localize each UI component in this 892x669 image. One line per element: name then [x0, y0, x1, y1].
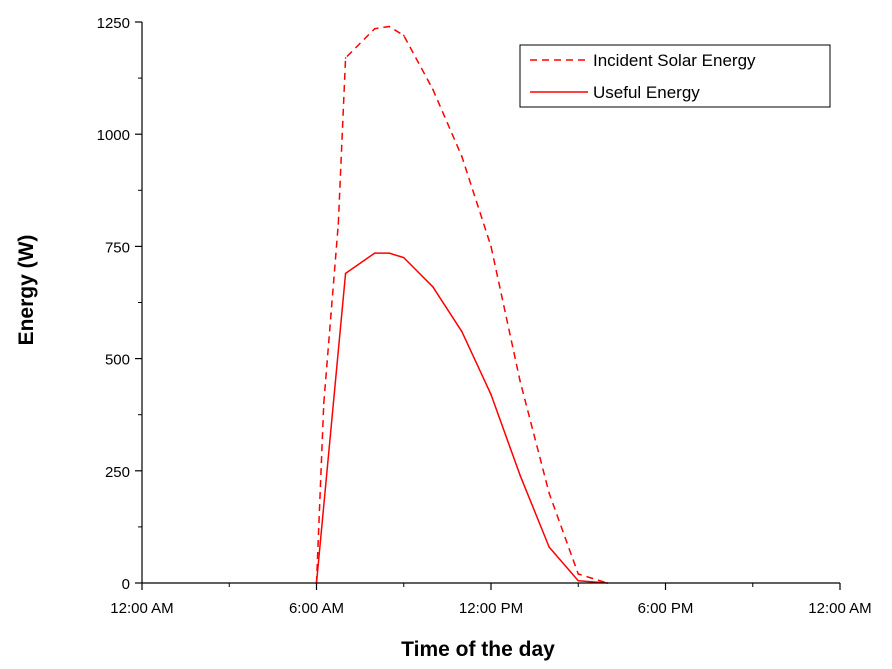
series-0-point — [490, 245, 492, 248]
series-1-point — [519, 474, 521, 477]
y-tick-label: 1250 — [97, 15, 130, 32]
legend-label-useful: Useful Energy — [593, 83, 700, 102]
series-0-point — [388, 25, 391, 28]
series-0-point — [402, 34, 405, 37]
series-0-point — [373, 27, 376, 30]
y-tick-label: 250 — [105, 464, 130, 481]
series-1-point — [388, 252, 391, 254]
series-1-point — [373, 252, 376, 254]
x-tick-label: 12:00 AM — [110, 600, 173, 617]
y-tick-label: 1000 — [97, 127, 130, 144]
series-0-point — [330, 312, 332, 315]
series-1-point — [461, 330, 463, 333]
legend: Incident Solar Energy Useful Energy — [519, 44, 831, 108]
y-tick-label: 0 — [122, 576, 130, 593]
series-1-point — [344, 272, 347, 275]
series-0-point — [548, 492, 550, 495]
x-tick-label: 6:00 AM — [289, 600, 344, 617]
x-tick-label: 12:00 PM — [459, 600, 523, 617]
series-0-point — [577, 573, 580, 575]
series-0-point — [322, 402, 325, 405]
series-1-point — [548, 546, 550, 548]
x-tick-label: 6:00 PM — [638, 600, 694, 617]
useful-energy-line — [315, 252, 608, 584]
plot-lines — [315, 25, 609, 584]
x-axis-title: Time of the day — [401, 638, 555, 661]
series-0-point — [461, 155, 463, 158]
series-0-point — [337, 223, 340, 225]
x-tick-label: 12:00 AM — [808, 600, 871, 617]
y-tick-label: 500 — [105, 352, 130, 369]
series-0-point — [519, 380, 521, 382]
series-1-point — [432, 285, 434, 288]
legend-box — [519, 44, 831, 108]
series-0-point — [344, 57, 347, 59]
y-tick-label: 750 — [105, 239, 130, 256]
y-axis-title: Energy (W) — [15, 235, 38, 346]
legend-label-incident: Incident Solar Energy — [593, 51, 756, 70]
series-1-point — [402, 256, 405, 259]
series-1-point — [577, 579, 580, 582]
axes — [135, 21, 841, 590]
series-0-point — [432, 88, 434, 91]
series-1-point — [490, 393, 492, 396]
incident-solar-energy-line — [315, 25, 608, 584]
tick-labels: 0 250 500 750 1000 1250 12:00 AM 6:00 AM 12:00 P… — [97, 15, 872, 617]
